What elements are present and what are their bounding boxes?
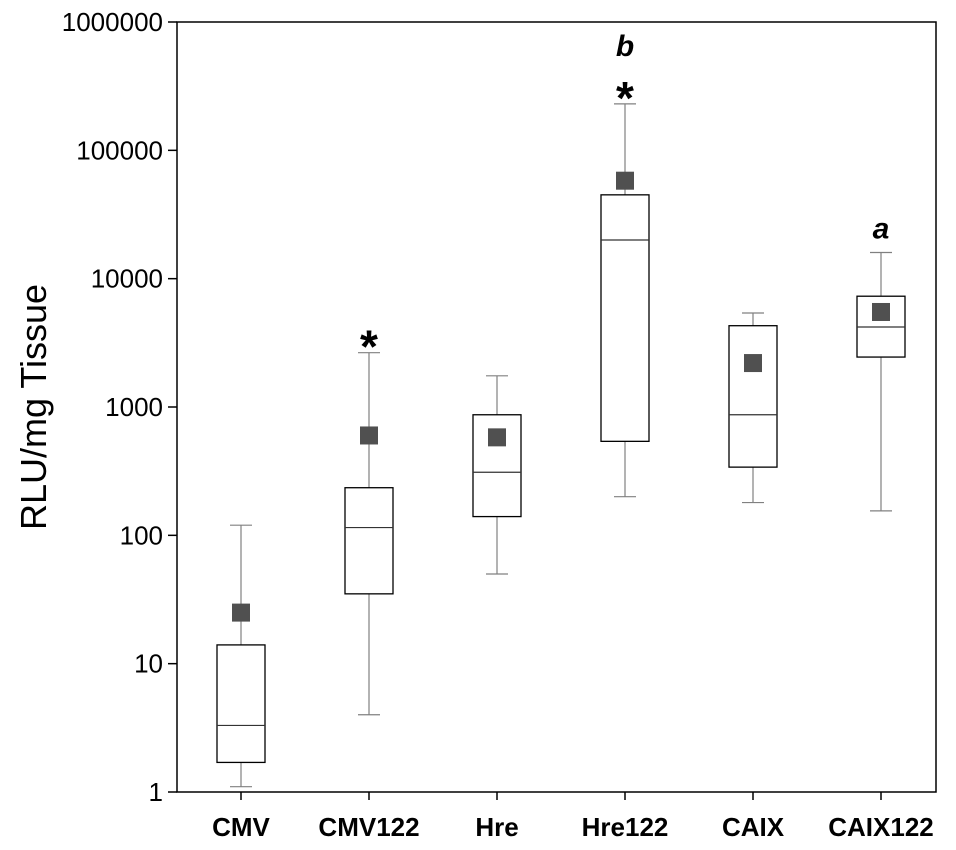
x-tick-label: CMV: [212, 812, 270, 842]
mean-marker: [616, 171, 634, 190]
box-group: [728, 312, 778, 504]
y-tick-label: 10: [134, 649, 163, 679]
significance-star: *: [616, 72, 634, 124]
x-tick-label: Hre: [475, 812, 518, 842]
y-tick-label: 10000: [91, 264, 163, 294]
significance-star: *: [360, 321, 378, 373]
box-group: [472, 375, 522, 575]
mean-marker: [232, 603, 250, 622]
iqr-box: [344, 487, 394, 595]
y-tick-label: 1000: [105, 392, 163, 422]
x-tick-label: CAIX122: [828, 812, 934, 842]
box-group: *b: [600, 30, 650, 498]
box-group: [216, 524, 266, 788]
x-axis-ticks: CMV CMV122 Hre Hre122 CAIX CAIX122: [212, 792, 934, 842]
y-axis-label: RLU/mg Tissue: [13, 284, 54, 530]
box-group: a: [856, 212, 906, 512]
iqr-box: [216, 644, 266, 764]
mean-marker: [744, 354, 762, 373]
plot-frame: [176, 21, 937, 793]
box-series: **ba: [216, 30, 906, 788]
y-tick-label: 1: [149, 777, 163, 807]
y-tick-label: 100: [120, 520, 163, 550]
mean-marker: [488, 428, 506, 447]
iqr-box: [728, 325, 778, 468]
x-tick-label: Hre122: [582, 812, 669, 842]
y-axis-ticks: 1 10 100 1000 10000 100000 1000000: [62, 7, 177, 807]
iqr-box: [600, 194, 650, 442]
y-tick-label: 100000: [76, 135, 163, 165]
x-tick-label: CMV122: [318, 812, 419, 842]
box-group: *: [344, 321, 394, 716]
significance-letter: b: [616, 30, 634, 63]
y-tick-label: 1000000: [62, 7, 163, 37]
significance-letter: a: [873, 212, 890, 245]
mean-marker: [872, 302, 890, 321]
x-tick-label: CAIX: [722, 812, 785, 842]
mean-marker: [360, 426, 378, 445]
